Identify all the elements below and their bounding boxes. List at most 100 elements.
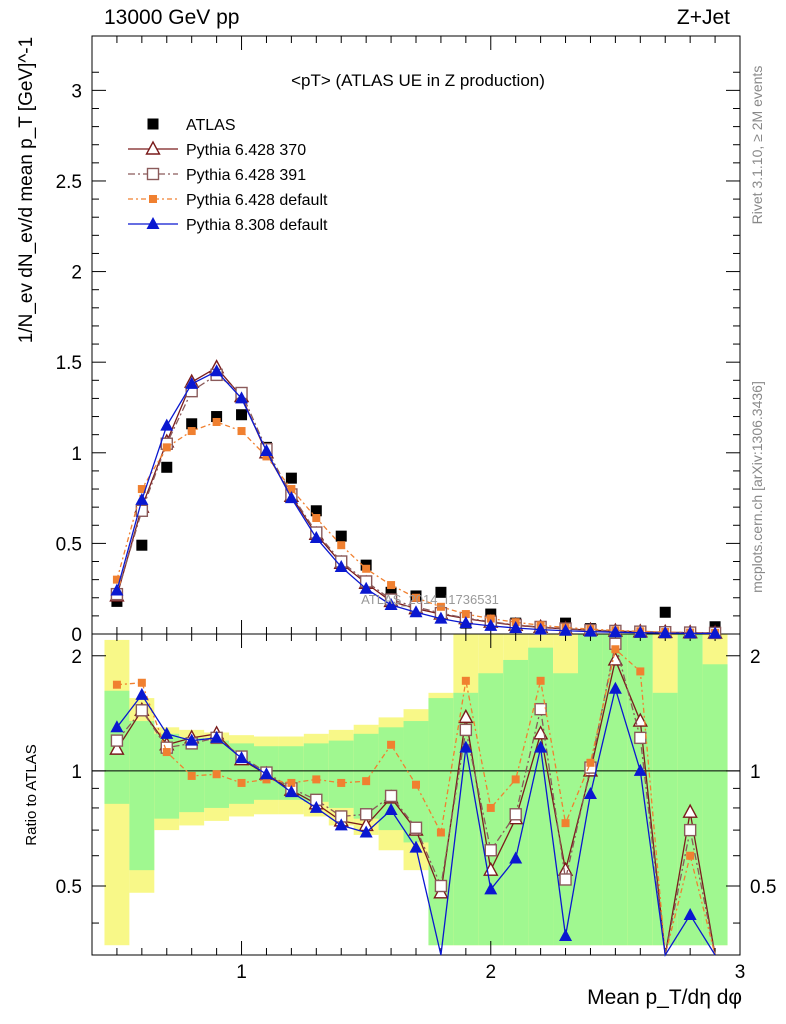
legend-label-p6_391: Pythia 6.428 391 — [186, 167, 306, 184]
point-p8_default — [309, 530, 323, 543]
point-p6_default — [112, 575, 121, 584]
ratio-band-inner — [677, 634, 703, 946]
ratio-point-p8_default — [484, 882, 498, 895]
x-tick-label: 2 — [485, 962, 496, 983]
ratio-band-inner — [428, 698, 454, 946]
point-p8_default — [359, 581, 373, 594]
ratio-tick-label: 1 — [71, 762, 82, 783]
ratio-point-p6_391 — [509, 808, 522, 821]
ratio-point-p6_default — [212, 770, 221, 779]
ratio-point-p6_370 — [632, 712, 648, 727]
point-p6_default — [312, 514, 321, 523]
rivet-version-label: Rivet 3.1.10, ≥ 2M events — [749, 66, 765, 225]
ratio-point-p6_default — [137, 678, 146, 687]
point-p6_default — [412, 593, 420, 602]
ratio-point-p8_default — [259, 767, 273, 780]
ratio-point-p6_default — [362, 777, 371, 786]
chart-title: <pT> (ATLAS UE in Z production) — [291, 71, 545, 90]
point-p8_default — [484, 618, 498, 631]
x-tick-label: 1 — [236, 962, 247, 983]
ratio-point-p6_default — [287, 778, 296, 787]
ratio-point-p6_391 — [459, 723, 473, 737]
ratio-point-p8_default — [309, 800, 323, 813]
mcplots-source-label: mcplots.cern.ch [arXiv:1306.3436] — [749, 381, 765, 593]
point-atlas — [335, 530, 347, 542]
point-p8_default — [633, 625, 647, 638]
ratio-point-p8_default — [210, 730, 224, 743]
ratio-point-p6_default — [436, 828, 445, 837]
ratio-point-p8_default — [409, 840, 423, 853]
point-p6_default — [162, 443, 171, 452]
legend-marker-atlas — [147, 118, 159, 130]
point-p6_default — [436, 602, 445, 611]
point-atlas — [385, 586, 397, 598]
point-p6_391 — [135, 504, 149, 517]
ratio-point-p6_391 — [409, 821, 423, 834]
point-atlas — [136, 539, 148, 551]
ratio-point-p8_default — [384, 803, 398, 816]
ratio-point-p8_default — [683, 907, 697, 920]
point-atlas — [161, 461, 173, 473]
ratio-tick-label: 0.5 — [56, 877, 82, 898]
x-axis-label: Mean p_T/dη dφ — [587, 986, 742, 1009]
ratio-point-p6_default — [486, 803, 495, 812]
point-p8_default — [235, 391, 249, 404]
point-p8_default — [210, 364, 224, 377]
point-p8_default — [259, 443, 273, 456]
legend-marker-p6_370 — [145, 140, 161, 155]
x-tick-label: 3 — [735, 962, 746, 983]
ratio-point-p6_default — [561, 819, 570, 828]
ratio-band-inner — [627, 634, 653, 946]
point-p8_default — [683, 626, 697, 639]
point-p8_default — [110, 583, 124, 596]
ratio-tick-label-right: 0.5 — [750, 877, 776, 898]
ratio-point-p8_default — [534, 740, 548, 753]
ratio-point-p6_391 — [534, 702, 547, 716]
point-p6_default — [362, 564, 371, 573]
point-p8_default — [559, 623, 573, 636]
ratio-point-p6_default — [162, 748, 171, 757]
ratio-point-p6_370 — [109, 740, 125, 755]
legend: ATLAS Pythia 6.428 370 Pythia 6.428 391 Pyt… — [128, 117, 328, 234]
ratio-point-p6_370 — [682, 803, 698, 818]
point-p6_default — [262, 452, 271, 461]
ratio-axis-label: Ratio to ATLAS — [23, 744, 40, 845]
legend-marker-p6_391 — [146, 167, 160, 181]
point-p6_default — [287, 485, 296, 494]
ratio-band-inner — [353, 733, 379, 819]
ratio-point-p6_default — [237, 778, 246, 787]
legend-label-atlas: ATLAS — [186, 117, 236, 134]
ratio-point-p8_default — [235, 751, 249, 764]
watermark: ATLAS_2014_I1736531 — [361, 592, 499, 607]
point-p8_default — [534, 622, 548, 635]
point-p8_default — [334, 559, 348, 572]
point-p6_default — [237, 427, 246, 436]
ratio-point-p8_default — [135, 687, 149, 700]
point-p8_default — [459, 616, 473, 629]
point-p8_default — [185, 376, 199, 389]
header-left: 13000 GeV pp — [104, 6, 239, 29]
ratio-point-p8_default — [284, 785, 298, 798]
ratio-point-p6_default — [112, 680, 121, 689]
legend-label-p8_default: Pythia 8.308 default — [186, 217, 328, 234]
point-p8_default — [708, 626, 722, 639]
y-tick-label: 2.5 — [56, 172, 82, 193]
ratio-point-p6_default — [187, 771, 196, 780]
point-p6_default — [461, 610, 470, 619]
ratio-point-p8_default — [633, 763, 647, 776]
point-p8_default — [135, 492, 149, 505]
ratio-point-p6_391 — [484, 844, 497, 857]
point-p6_default — [187, 427, 196, 436]
y-tick-label: 0 — [71, 625, 82, 646]
ratio-point-p6_default — [611, 645, 620, 654]
ratio-band-inner — [652, 692, 678, 946]
point-p8_default — [608, 625, 622, 638]
ratio-point-p6_default — [312, 775, 321, 784]
ratio-tick-label-right: 2 — [750, 647, 761, 668]
ratio-point-p8_default — [459, 740, 473, 753]
ratio-point-p6_default — [686, 851, 695, 860]
ratio-band-inner — [303, 743, 329, 802]
point-atlas — [186, 418, 198, 430]
point-p8_default — [160, 418, 174, 431]
